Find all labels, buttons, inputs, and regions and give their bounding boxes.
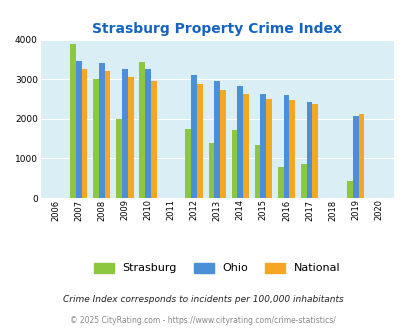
Title: Strasburg Property Crime Index: Strasburg Property Crime Index bbox=[92, 22, 341, 36]
Text: © 2025 CityRating.com - https://www.cityrating.com/crime-statistics/: © 2025 CityRating.com - https://www.city… bbox=[70, 316, 335, 325]
Bar bbox=[312, 104, 318, 198]
Bar bbox=[196, 84, 202, 198]
Bar bbox=[352, 116, 358, 198]
Bar bbox=[70, 44, 76, 198]
Bar bbox=[93, 79, 99, 198]
Bar bbox=[116, 119, 121, 198]
Bar bbox=[145, 69, 151, 198]
Bar bbox=[81, 69, 87, 198]
Bar bbox=[254, 145, 260, 198]
Bar bbox=[76, 61, 81, 198]
Bar bbox=[358, 114, 363, 198]
Bar bbox=[185, 129, 191, 198]
Bar bbox=[151, 81, 156, 198]
Bar bbox=[266, 99, 271, 198]
Bar bbox=[128, 77, 133, 198]
Bar bbox=[99, 63, 104, 198]
Legend: Strasburg, Ohio, National: Strasburg, Ohio, National bbox=[89, 258, 344, 278]
Bar bbox=[139, 62, 145, 198]
Bar bbox=[231, 130, 237, 198]
Bar bbox=[277, 167, 283, 198]
Bar bbox=[260, 94, 266, 198]
Bar bbox=[300, 164, 306, 198]
Bar bbox=[283, 95, 289, 198]
Bar bbox=[237, 85, 243, 198]
Bar bbox=[220, 90, 225, 198]
Bar bbox=[289, 100, 294, 198]
Bar bbox=[243, 94, 248, 198]
Bar bbox=[122, 69, 128, 198]
Bar bbox=[191, 75, 196, 198]
Bar bbox=[306, 102, 312, 198]
Bar bbox=[208, 143, 214, 198]
Bar bbox=[214, 81, 220, 198]
Bar bbox=[346, 181, 352, 198]
Text: Crime Index corresponds to incidents per 100,000 inhabitants: Crime Index corresponds to incidents per… bbox=[62, 295, 343, 304]
Bar bbox=[104, 71, 110, 198]
